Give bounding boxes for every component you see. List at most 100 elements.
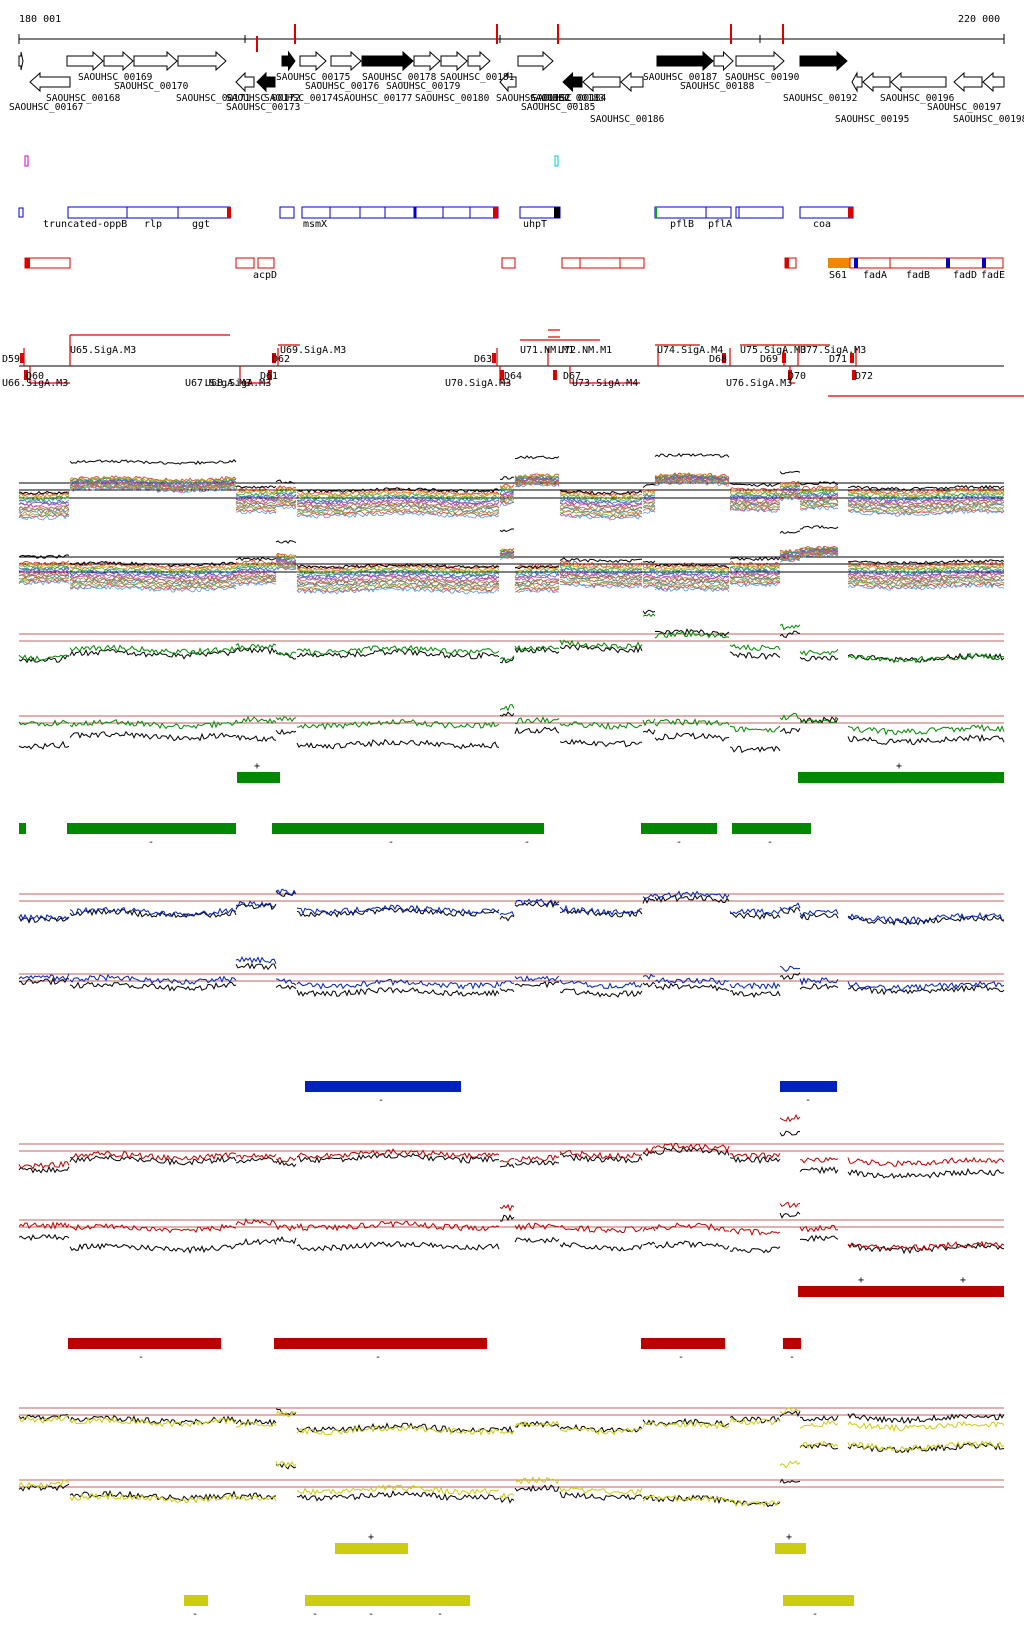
segment-bar[interactable] <box>274 1338 487 1349</box>
gene-arrow[interactable] <box>361 50 414 72</box>
gene-label[interactable]: SAOUHSC_00184 <box>532 93 607 104</box>
gene-name[interactable]: fadD <box>953 270 977 281</box>
gene-arrow[interactable] <box>862 71 891 93</box>
gene-label[interactable]: SAOUHSC_00183 <box>530 93 604 104</box>
gene-label[interactable]: SAOUHSC_00170 <box>114 81 189 92</box>
segment-bar[interactable] <box>305 1081 461 1092</box>
segment-bar[interactable] <box>783 1338 801 1349</box>
gene-arrow[interactable] <box>299 50 327 72</box>
gene-name[interactable]: S61 <box>829 270 847 281</box>
boundary-label[interactable]: D70 <box>788 371 806 382</box>
gene-arrow[interactable] <box>103 50 134 72</box>
boundary-label[interactable]: D60 <box>26 371 44 382</box>
gene-arrow[interactable] <box>18 51 24 71</box>
gene-label[interactable]: SAOUHSC_00181 <box>440 72 515 83</box>
boundary-label[interactable]: D61 <box>260 371 278 382</box>
segment-bar[interactable] <box>237 772 280 783</box>
gene-label[interactable]: SAOUHSC_00182 <box>496 93 570 104</box>
gene-arrow[interactable] <box>177 50 227 72</box>
gene-label[interactable]: SAOUHSC_00179 <box>386 81 461 92</box>
segment-bar[interactable] <box>732 823 811 834</box>
gene-label[interactable]: SAOUHSC_00197 <box>927 102 1001 113</box>
gene-arrow[interactable] <box>281 50 296 72</box>
segment-bar[interactable] <box>783 1595 854 1606</box>
segment-bar[interactable] <box>305 1595 470 1606</box>
boundary-label[interactable]: D63 <box>474 354 492 365</box>
segment-bar[interactable] <box>798 772 1004 783</box>
gene-label[interactable]: SAOUHSC_00168 <box>46 93 121 104</box>
segment-bar[interactable] <box>68 1338 221 1349</box>
gene-label[interactable]: SAOUHSC_00176 <box>305 81 380 92</box>
gene-arrow[interactable] <box>235 71 255 93</box>
boundary-label[interactable]: D69 <box>760 354 778 365</box>
gene-label[interactable]: SAOUHSC_00173 <box>226 102 300 113</box>
promoter-label[interactable]: U65.SigA.M3 <box>70 345 136 356</box>
gene-arrow[interactable] <box>799 50 848 72</box>
gene-arrow[interactable] <box>713 50 734 72</box>
gene-label[interactable]: SAOUHSC_00195 <box>835 114 909 125</box>
gene-arrow[interactable] <box>517 50 554 72</box>
segment-bar[interactable] <box>184 1595 208 1606</box>
promoter-label[interactable]: U69.SigA.M3 <box>280 345 346 356</box>
gene-label[interactable]: SAOUHSC_00196 <box>880 93 955 104</box>
gene-arrow[interactable] <box>66 50 104 72</box>
gene-arrow[interactable] <box>330 50 362 72</box>
promoter-label[interactable]: U68.SigA.M3 <box>205 378 271 389</box>
gene-arrow[interactable] <box>133 50 178 72</box>
segment-bar[interactable] <box>780 1081 837 1092</box>
boundary-label[interactable]: D72 <box>855 371 873 382</box>
segment-bar[interactable] <box>67 823 236 834</box>
boundary-label[interactable]: D59 <box>2 354 20 365</box>
gene-label[interactable]: SAOUHSC_00175 <box>276 72 350 83</box>
segment-bar[interactable] <box>272 823 544 834</box>
promoter-label[interactable]: U75.SigA.M3 <box>740 345 806 356</box>
gene-label[interactable]: SAOUHSC_00169 <box>78 72 153 83</box>
gene-arrow[interactable] <box>735 50 785 72</box>
gene-name[interactable]: ggt <box>192 219 210 230</box>
gene-label[interactable]: SAOUHSC_00187 <box>643 72 717 83</box>
gene-label[interactable]: SAOUHSC_00171 <box>176 93 251 104</box>
gene-name[interactable]: msmX <box>303 219 327 230</box>
promoter-label[interactable]: U70.SigA.M3 <box>445 378 511 389</box>
gene-arrow[interactable] <box>467 50 491 72</box>
gene-label[interactable]: SAOUHSC_00198 <box>953 114 1024 125</box>
promoter-label[interactable]: U73.SigA.M4 <box>572 378 638 389</box>
gene-arrow[interactable] <box>256 71 276 93</box>
boundary-label[interactable]: D71 <box>829 354 847 365</box>
promoter-label[interactable]: U66.SigA.M3 <box>2 378 68 389</box>
gene-arrow[interactable] <box>890 71 947 93</box>
gene-name[interactable]: coa <box>813 219 831 230</box>
gene-arrow[interactable] <box>440 50 468 72</box>
boundary-label[interactable]: D68 <box>709 354 727 365</box>
gene-label[interactable]: SAOUHSC_00172 <box>226 93 300 104</box>
gene-label[interactable]: SAOUHSC_00190 <box>725 72 800 83</box>
gene-name[interactable]: rlp <box>144 219 162 230</box>
gene-name[interactable]: acpD <box>253 270 277 281</box>
gene-arrow[interactable] <box>413 50 441 72</box>
gene-name[interactable]: fadB <box>906 270 930 281</box>
promoter-label[interactable]: U76.SigA.M3 <box>726 378 792 389</box>
gene-label[interactable]: SAOUHSC_00174 <box>264 93 339 104</box>
gene-arrow[interactable] <box>953 71 983 93</box>
gene-name[interactable]: truncated-oppB <box>43 219 127 230</box>
gene-label[interactable]: SAOUHSC_00188 <box>680 81 755 92</box>
promoter-label[interactable]: U71.NM.M1 <box>520 345 574 356</box>
gene-label[interactable]: SAOUHSC_00192 <box>783 93 857 104</box>
gene-label[interactable]: SAOUHSC_00185 <box>521 102 595 113</box>
segment-bar[interactable] <box>775 1543 806 1554</box>
gene-name[interactable]: fadE <box>981 270 1005 281</box>
promoter-label[interactable]: U72.NM.M1 <box>558 345 612 356</box>
segment-bar[interactable] <box>335 1543 408 1554</box>
boundary-label[interactable]: D64 <box>504 371 522 382</box>
gene-label[interactable]: SAOUHSC_00167 <box>9 102 83 113</box>
gene-arrow[interactable] <box>562 71 583 93</box>
gene-arrow[interactable] <box>656 50 714 72</box>
gene-arrow[interactable] <box>499 71 517 93</box>
gene-name[interactable]: pflB <box>670 219 694 230</box>
gene-arrow[interactable] <box>620 71 644 93</box>
gene-arrow[interactable] <box>29 71 71 93</box>
gene-label[interactable]: SAOUHSC_00180 <box>415 93 490 104</box>
segment-bar[interactable] <box>641 1338 725 1349</box>
gene-name[interactable]: pflA <box>708 219 732 230</box>
promoter-label[interactable]: U67.SigA.M3 <box>185 378 251 389</box>
